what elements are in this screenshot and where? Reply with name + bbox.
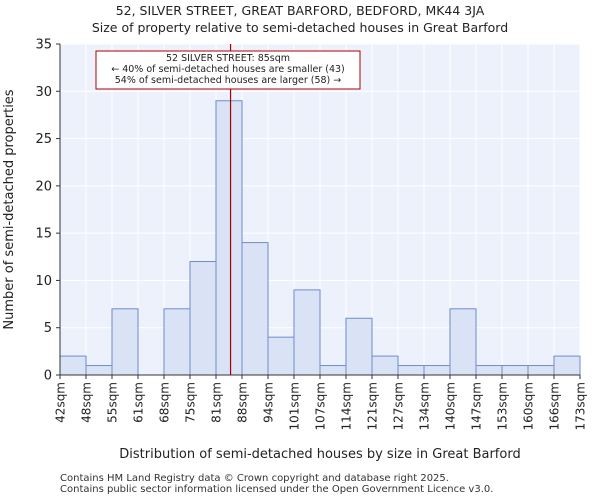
histogram-bar bbox=[215, 100, 243, 376]
x-tick-label: 68sqm bbox=[158, 382, 172, 423]
histogram-bar bbox=[397, 365, 425, 376]
y-tick-label: 30 bbox=[35, 85, 52, 100]
x-tick-label: 127sqm bbox=[392, 382, 406, 430]
x-tick-label: 173sqm bbox=[574, 382, 588, 430]
x-tick-label: 75sqm bbox=[184, 382, 198, 423]
x-tick-label: 107sqm bbox=[314, 382, 328, 430]
y-tick-label: 35 bbox=[35, 38, 52, 53]
x-tick-label: 121sqm bbox=[366, 382, 380, 430]
histogram-bar bbox=[553, 355, 581, 376]
histogram-bar bbox=[423, 365, 451, 376]
histogram-bar bbox=[59, 355, 87, 376]
histogram-bar bbox=[371, 355, 399, 376]
histogram-bar bbox=[85, 365, 113, 376]
histogram-bar bbox=[293, 289, 321, 376]
histogram-bar bbox=[111, 308, 139, 376]
footer-licence: Contains public sector information licen… bbox=[60, 484, 494, 495]
x-tick-label: 42sqm bbox=[54, 382, 68, 423]
histogram-bar bbox=[163, 308, 191, 376]
y-axis-label: Number of semi-detached properties bbox=[2, 89, 17, 329]
histogram-chart: 0 5 10 15 20 25 30 35 42sqm 48sqm 55sqm 61sqm 68sqm 7… bbox=[2, 38, 588, 463]
x-tick-label: 101sqm bbox=[288, 382, 302, 430]
x-tick-label: 81sqm bbox=[210, 382, 224, 423]
annotation-line: 54% of semi-detached houses are larger (… bbox=[115, 75, 342, 86]
x-tick-label: 55sqm bbox=[106, 382, 120, 423]
annotation-line: 52 SILVER STREET: 85sqm bbox=[166, 53, 290, 64]
histogram-bar bbox=[319, 365, 347, 376]
histogram-bar bbox=[527, 365, 555, 376]
histogram-bar bbox=[475, 365, 503, 376]
x-tick-label: 134sqm bbox=[418, 382, 432, 430]
histogram-bar bbox=[189, 261, 217, 376]
x-tick-label: 147sqm bbox=[470, 382, 484, 430]
x-tick-label: 160sqm bbox=[522, 382, 536, 430]
y-tick-label: 20 bbox=[35, 179, 52, 194]
x-axis-label: Distribution of semi-detached houses by … bbox=[119, 447, 520, 462]
histogram-bar bbox=[449, 308, 477, 376]
y-tick-label: 5 bbox=[44, 321, 52, 336]
annotation-line: ← 40% of semi-detached houses are smalle… bbox=[111, 64, 345, 75]
x-tick-label: 94sqm bbox=[262, 382, 276, 423]
footer-copyright: Contains HM Land Registry data © Crown c… bbox=[60, 473, 449, 484]
x-tick-label: 114sqm bbox=[340, 382, 354, 430]
x-tick-label: 88sqm bbox=[236, 382, 250, 423]
x-tick-label: 153sqm bbox=[496, 382, 510, 430]
x-tick-label: 166sqm bbox=[548, 382, 562, 430]
y-tick-label: 0 bbox=[44, 369, 52, 384]
y-tick-label: 25 bbox=[35, 132, 52, 147]
chart-title: 52, SILVER STREET, GREAT BARFORD, BEDFOR… bbox=[115, 3, 485, 18]
histogram-bar bbox=[345, 317, 373, 376]
histogram-bar bbox=[501, 365, 529, 376]
y-tick-label: 10 bbox=[35, 274, 52, 289]
chart-subtitle: Size of property relative to semi-detach… bbox=[91, 20, 509, 35]
annotation-box bbox=[95, 50, 361, 90]
x-tick-label: 48sqm bbox=[80, 382, 94, 423]
y-tick-label: 15 bbox=[35, 227, 52, 242]
x-tick-label: 140sqm bbox=[444, 382, 458, 430]
histogram-bar bbox=[241, 242, 269, 376]
x-tick-label: 61sqm bbox=[132, 382, 146, 423]
histogram-bar bbox=[267, 336, 295, 376]
